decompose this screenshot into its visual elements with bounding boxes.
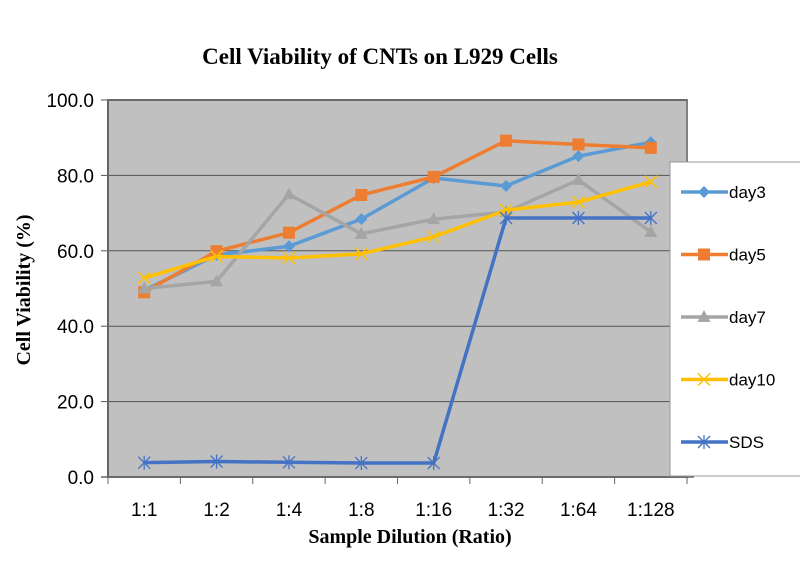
series-day10 [137, 175, 658, 285]
legend-item-day7: day7 [681, 308, 766, 327]
legend: day3 day5 day7 day10 SDS [669, 161, 800, 477]
legend-label: day10 [729, 371, 775, 390]
y-tick-label: 80.0 [57, 166, 94, 187]
square-marker [500, 134, 513, 147]
square-marker [644, 141, 657, 154]
legend-label: day5 [729, 246, 766, 265]
x-tick-label: 1:1 [131, 500, 157, 521]
legend-item-day10: day10 [681, 371, 775, 390]
triangle-marker [644, 224, 658, 237]
x-marker [697, 372, 711, 387]
series-group [137, 134, 658, 471]
diamond-marker [355, 213, 368, 226]
x-marker [644, 175, 658, 189]
triangle-marker [571, 172, 585, 185]
square-marker [355, 189, 368, 202]
triangle-marker [282, 187, 296, 200]
x-axis-title: Sample Dilution (Ratio) [308, 526, 511, 548]
x-tick-label: 1:4 [276, 500, 303, 521]
triangle-marker [354, 226, 368, 239]
star-marker [571, 211, 585, 226]
star-marker [210, 454, 224, 469]
legend-label: SDS [729, 433, 764, 452]
diamond-marker [572, 150, 585, 163]
y-tick-label: 40.0 [57, 317, 94, 338]
star-marker [644, 211, 658, 226]
x-tick-labels: 1:1 1:2 1:4 1:8 1:16 1:32 1:64 1:128 [131, 500, 675, 521]
x-marker [571, 195, 585, 209]
plot-area [107, 99, 688, 478]
x-tick-label: 1:64 [560, 500, 597, 521]
y-tick-label: 60.0 [57, 242, 94, 263]
triangle-marker [427, 212, 441, 225]
series-SDS [137, 211, 658, 471]
series-line-SDS [144, 216, 651, 465]
diamond-marker [698, 186, 710, 198]
x-tick-label: 1:16 [415, 500, 452, 521]
legend-item-SDS: SDS [681, 433, 764, 452]
star-marker [427, 456, 441, 471]
y-axis-title: Cell Viability (%) [13, 214, 35, 365]
series-line-day3 [143, 140, 652, 292]
x-marker [137, 271, 151, 285]
y-tick-labels: 0.0 20.0 40.0 60.0 80.0 100.0 [46, 91, 94, 489]
star-marker [499, 211, 513, 226]
star-marker [697, 435, 711, 449]
x-marker [354, 247, 368, 261]
square-marker [698, 248, 710, 261]
star-marker [354, 456, 368, 471]
x-marker [210, 249, 224, 263]
x-tick-label: 1:128 [627, 500, 675, 521]
triangle-marker [137, 281, 151, 294]
legend-label: day7 [729, 308, 766, 327]
y-tick-label: 20.0 [57, 393, 94, 414]
square-marker [427, 170, 440, 183]
x-marker [282, 251, 296, 265]
square-marker [572, 138, 585, 151]
chart-title: Cell Viability of CNTs on L929 Cells [202, 44, 558, 69]
x-marker [427, 230, 441, 244]
triangle-marker [697, 310, 711, 322]
square-marker [282, 226, 295, 239]
gridlines [101, 99, 687, 478]
y-tick-label: 0.0 [68, 468, 94, 489]
axes [101, 100, 694, 484]
series-line-day7 [144, 178, 652, 291]
x-tick-label: 1:8 [348, 500, 374, 521]
diamond-marker [282, 240, 295, 253]
triangle-marker [210, 274, 224, 287]
legend-item-day3: day3 [681, 183, 766, 202]
star-marker [282, 455, 296, 470]
series-line-day10 [143, 180, 652, 280]
x-tick-label: 1:2 [203, 500, 229, 521]
series-line-day5 [143, 138, 651, 294]
star-marker [137, 455, 151, 470]
legend-label: day3 [729, 183, 766, 202]
legend-item-day5: day5 [681, 246, 766, 265]
y-tick-label: 100.0 [46, 91, 94, 112]
diamond-marker [500, 179, 513, 192]
x-tick-label: 1:32 [488, 500, 525, 521]
legend-box [669, 161, 800, 477]
